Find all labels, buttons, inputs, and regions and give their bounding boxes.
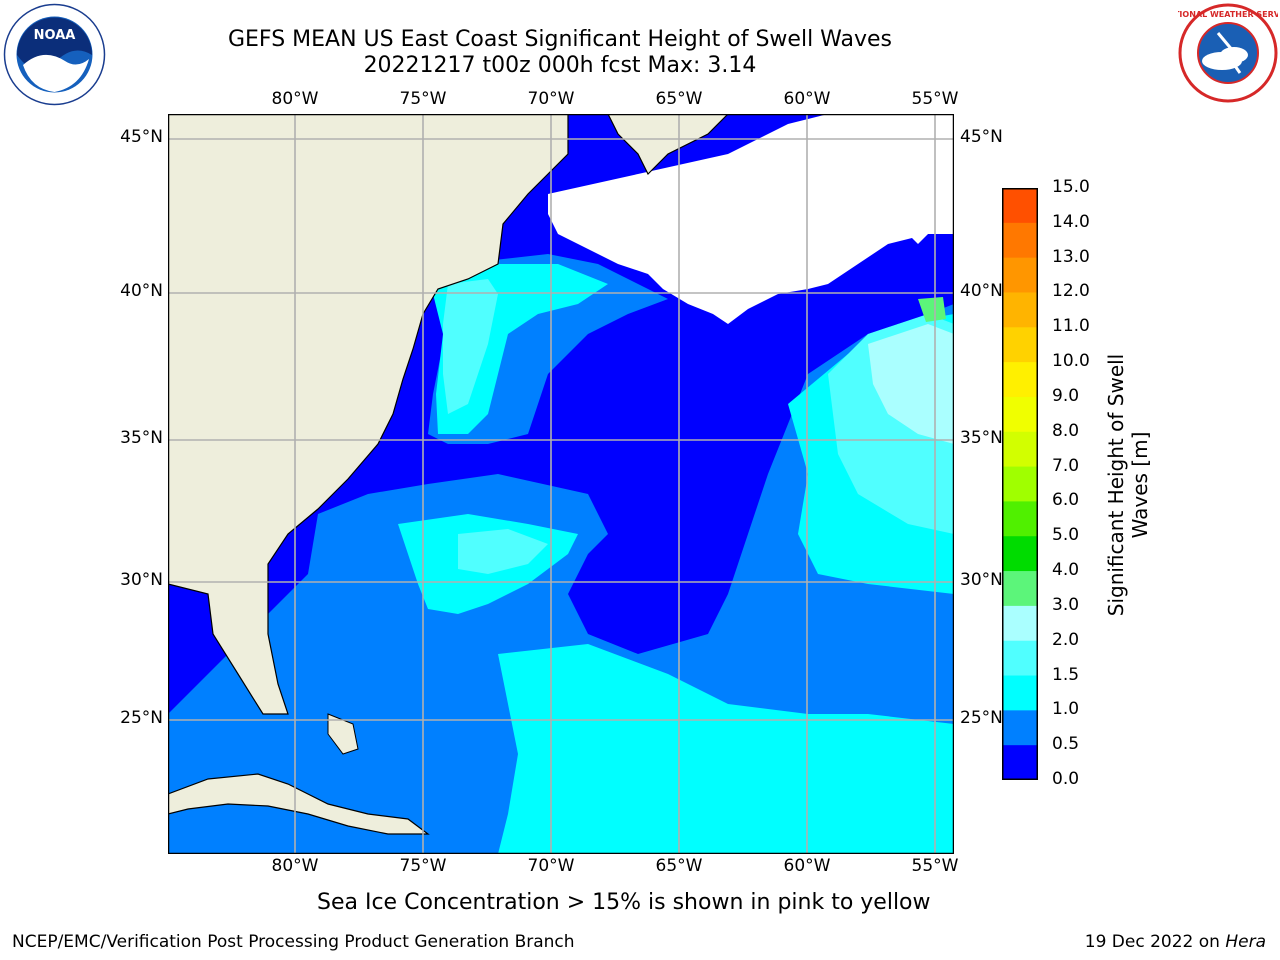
map-gridlines: [168, 114, 954, 854]
colorbar-tick-label: 0.5: [1052, 734, 1080, 755]
colorbar-tick-label: 12.0: [1052, 281, 1090, 302]
lat-label-right-25n: 25°N: [960, 708, 1003, 728]
nws-logo-icon: NATIONAL WEATHER SERVICE: [1162, 3, 1280, 103]
lon-label-top-55w: 55°W: [911, 89, 959, 109]
lon-label-top-60w: 60°W: [783, 89, 831, 109]
colorbar-swatch: [1002, 640, 1038, 677]
lon-label-bottom-70w: 70°W: [527, 856, 575, 876]
colorbar-swatch: [1002, 431, 1038, 468]
colorbar-swatch: [1002, 501, 1038, 537]
band-1-5-b: [458, 529, 548, 574]
colorbar-swatch: [1002, 188, 1038, 224]
colorbar-swatch: [1002, 710, 1038, 746]
colorbar: [1002, 188, 1038, 780]
lon-label-top-75w: 75°W: [399, 89, 447, 109]
colorbar-tick-label: 15.0: [1052, 177, 1090, 197]
noaa-logo-text: NOAA: [34, 28, 76, 43]
lat-label-left-25n: 25°N: [120, 708, 163, 728]
lat-label-right-30n: 30°N: [960, 570, 1003, 590]
colorbar-swatch: [1002, 222, 1038, 259]
colorbar-tick-label: 6.0: [1052, 490, 1080, 511]
lon-label-top-70w: 70°W: [527, 89, 575, 109]
colorbar-tick-label: 13.0: [1052, 246, 1090, 267]
colorbar-tick-label: 2.0: [1052, 629, 1080, 650]
band-3-0-max: [918, 297, 946, 322]
chart-title: GEFS MEAN US East Coast Significant Heig…: [227, 27, 893, 52]
colorbar-swatch: [1002, 605, 1038, 642]
colorbar-swatch: [1002, 362, 1038, 398]
lon-label-bottom-60w: 60°W: [783, 856, 831, 876]
swell-height-map: [167, 113, 955, 855]
colorbar-swatch: [1002, 675, 1038, 711]
band-1-0-c: [498, 644, 954, 854]
map-canvas: [167, 113, 955, 855]
band-1-5-a: [443, 279, 498, 414]
map-frame: [167, 113, 955, 855]
land-nova-scotia: [607, 113, 730, 176]
colorbar-tick-label: 11.0: [1052, 316, 1090, 337]
colorbar-tick-label: 0.0: [1052, 769, 1080, 789]
colorbar-tick-label: 4.0: [1052, 560, 1080, 581]
lat-label-left-35n: 35°N: [120, 428, 163, 448]
colorbar-swatch: [1002, 327, 1038, 363]
colorbar-swatch: [1002, 536, 1038, 572]
lon-label-bottom-75w: 75°W: [399, 856, 447, 876]
sea-ice-caption: Sea Ice Concentration > 15% is shown in …: [317, 890, 931, 915]
footer-date-text: 19 Dec 2022 on: [1084, 932, 1226, 952]
colorbar-tick-label: 5.0: [1052, 525, 1080, 546]
colorbar-swatch: [1002, 257, 1038, 293]
lat-label-right-40n: 40°N: [960, 281, 1003, 301]
colorbar-title-line2: Waves [m]: [1128, 431, 1152, 539]
chart-subtitle: 20221217 t00z 000h fcst Max: 3.14: [363, 53, 757, 78]
land-bahamas-a: [327, 713, 359, 755]
colorbar-title-line1: Significant Height of Swell: [1104, 353, 1128, 617]
footer-machine: Hera: [1225, 932, 1266, 952]
lon-label-bottom-80w: 80°W: [271, 856, 319, 876]
lon-label-bottom-55w: 55°W: [911, 856, 959, 876]
lon-label-bottom-65w: 65°W: [655, 856, 703, 876]
land-us-east-coast: [167, 113, 569, 715]
colorbar-tick-label: 1.0: [1052, 699, 1080, 720]
colorbar-tick-label: 9.0: [1052, 385, 1080, 406]
colorbar-title: Significant Height of Swell Waves [m]: [1104, 354, 1152, 616]
footer-branch: NCEP/EMC/Verification Post Processing Pr…: [12, 932, 575, 952]
colorbar-tick-label: 10.0: [1052, 351, 1090, 372]
colorbar-tick-label: 1.5: [1052, 664, 1080, 685]
lat-label-right-45n: 45°N: [960, 127, 1003, 147]
colorbar-swatch: [1002, 396, 1038, 433]
colorbar-swatch: [1002, 745, 1038, 780]
footer-date: 19 Dec 2022 on Hera: [1085, 932, 1266, 952]
lat-label-left-45n: 45°N: [120, 127, 163, 147]
no-data-region-north: [548, 114, 954, 324]
nws-logo-text: NATIONAL WEATHER SERVICE: [1178, 10, 1278, 19]
land-cuba: [167, 773, 430, 835]
lon-label-top-80w: 80°W: [271, 89, 319, 109]
lon-label-top-65w: 65°W: [655, 89, 703, 109]
colorbar-swatch: [1002, 466, 1038, 502]
noaa-logo-icon: NOAA: [3, 3, 106, 106]
colorbar-tick-label: 3.0: [1052, 594, 1080, 615]
colorbar-tick-label: 8.0: [1052, 420, 1080, 441]
colorbar-tick-label: 14.0: [1052, 211, 1090, 232]
band-2-0: [868, 324, 954, 444]
colorbar-swatch: [1002, 571, 1038, 607]
lat-label-left-40n: 40°N: [120, 281, 163, 301]
lat-label-left-30n: 30°N: [120, 570, 163, 590]
colorbar-swatch: [1002, 292, 1038, 328]
lat-label-right-35n: 35°N: [960, 428, 1003, 448]
colorbar-tick-label: 7.0: [1052, 455, 1080, 476]
